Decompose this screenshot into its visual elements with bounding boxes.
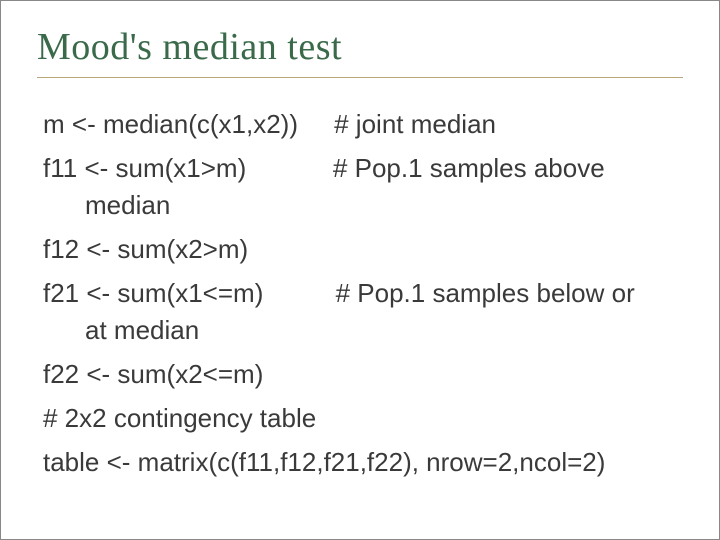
title-block: Mood's median test — [37, 19, 683, 78]
code-line: table <- matrix(c(f11,f12,f21,f22), nrow… — [43, 444, 663, 482]
slide-title: Mood's median test — [37, 25, 683, 69]
code-line: m <- median(c(x1,x2)) # joint median — [43, 106, 663, 144]
code-line: f11 <- sum(x1>m) # Pop.1 samples above m… — [43, 150, 663, 225]
slide-body: m <- median(c(x1,x2)) # joint median f11… — [37, 106, 683, 481]
code-line: # 2x2 contingency table — [43, 400, 663, 438]
code-line: f21 <- sum(x1<=m) # Pop.1 samples below … — [43, 275, 663, 350]
code-line: f12 <- sum(x2>m) — [43, 231, 663, 269]
code-line: f22 <- sum(x2<=m) — [43, 356, 663, 394]
slide: Mood's median test m <- median(c(x1,x2))… — [0, 0, 720, 540]
